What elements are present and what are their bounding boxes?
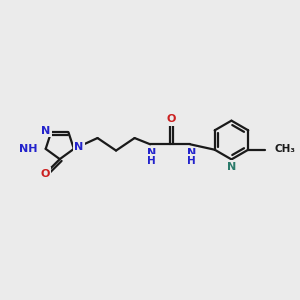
Text: NH: NH xyxy=(19,144,38,154)
Text: N: N xyxy=(147,148,156,158)
Text: N: N xyxy=(227,161,236,172)
Text: H: H xyxy=(147,156,156,166)
Text: O: O xyxy=(166,114,176,124)
Text: N: N xyxy=(74,142,84,152)
Text: H: H xyxy=(187,156,196,166)
Text: N: N xyxy=(187,148,196,158)
Text: CH₃: CH₃ xyxy=(274,144,296,154)
Text: O: O xyxy=(40,169,50,178)
Text: N: N xyxy=(41,126,51,136)
